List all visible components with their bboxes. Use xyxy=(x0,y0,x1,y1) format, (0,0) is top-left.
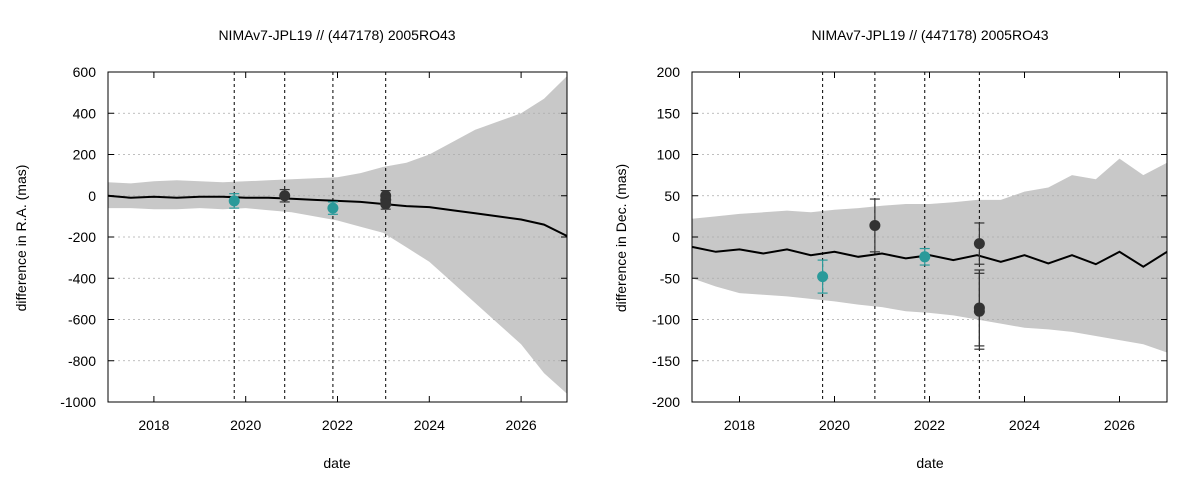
ra-x-tick-label: 2020 xyxy=(230,417,261,433)
dec-y-tick-label: -150 xyxy=(652,353,680,369)
ra-uncertainty-band xyxy=(108,76,567,394)
dec-y-tick-label: -50 xyxy=(660,270,680,286)
dec-chart-panel: NIMAv7-JPL19 // (447178) 2005RO43 date d… xyxy=(613,27,1168,471)
ra-chart-title: NIMAv7-JPL19 // (447178) 2005RO43 xyxy=(218,27,455,43)
dec-y-tick-label: 100 xyxy=(657,147,681,163)
ra-x-tick-label: 2022 xyxy=(322,417,353,433)
ra-y-axis-label: difference in R.A. (mas) xyxy=(13,165,29,312)
ra-y-tick-label: 200 xyxy=(73,147,97,163)
ra-y-tick-label: 600 xyxy=(73,64,97,80)
dec-y-tick-label: 0 xyxy=(672,229,680,245)
ra-data-point xyxy=(380,198,392,210)
dec-x-axis-label: date xyxy=(916,455,943,471)
ra-x-tick-label: 2018 xyxy=(138,417,169,433)
dec-data-point xyxy=(973,305,985,317)
ra-y-tick-label: -200 xyxy=(68,229,96,245)
ra-y-tick-label: 400 xyxy=(73,105,97,121)
dec-x-tick-label: 2024 xyxy=(1009,417,1040,433)
ra-y-tick-label: -600 xyxy=(68,312,96,328)
dec-data-point xyxy=(817,271,829,283)
dec-x-tick-label: 2026 xyxy=(1104,417,1135,433)
dec-chart-title: NIMAv7-JPL19 // (447178) 2005RO43 xyxy=(811,27,1048,43)
dec-y-tick-label: -100 xyxy=(652,312,680,328)
dec-y-tick-label: 200 xyxy=(657,64,681,80)
ra-x-tick-label: 2024 xyxy=(414,417,445,433)
dec-data-point xyxy=(869,219,881,231)
dec-y-tick-label: -200 xyxy=(652,394,680,410)
dec-y-tick-label: 150 xyxy=(657,105,681,121)
dec-x-tick-label: 2022 xyxy=(914,417,945,433)
ra-y-tick-label: -1000 xyxy=(60,394,96,410)
dec-y-tick-label: 50 xyxy=(664,188,680,204)
dec-x-tick-label: 2018 xyxy=(724,417,755,433)
ra-series-line xyxy=(107,194,568,237)
dec-y-axis-label: difference in Dec. (mas) xyxy=(613,164,629,312)
ra-data-point xyxy=(279,190,291,202)
ra-data-point xyxy=(327,202,339,214)
ra-y-tick-label: -400 xyxy=(68,270,96,286)
dec-data-point xyxy=(919,251,931,263)
ra-x-axis-label: date xyxy=(323,455,350,471)
ra-y-tick-label: 0 xyxy=(88,188,96,204)
ra-chart-panel: NIMAv7-JPL19 // (447178) 2005RO43 date d… xyxy=(13,27,568,471)
ra-data-point xyxy=(228,195,240,207)
dec-x-tick-label: 2020 xyxy=(819,417,850,433)
ra-x-tick-label: 2026 xyxy=(506,417,537,433)
ra-y-tick-label: -800 xyxy=(68,353,96,369)
dec-data-point xyxy=(973,238,985,250)
